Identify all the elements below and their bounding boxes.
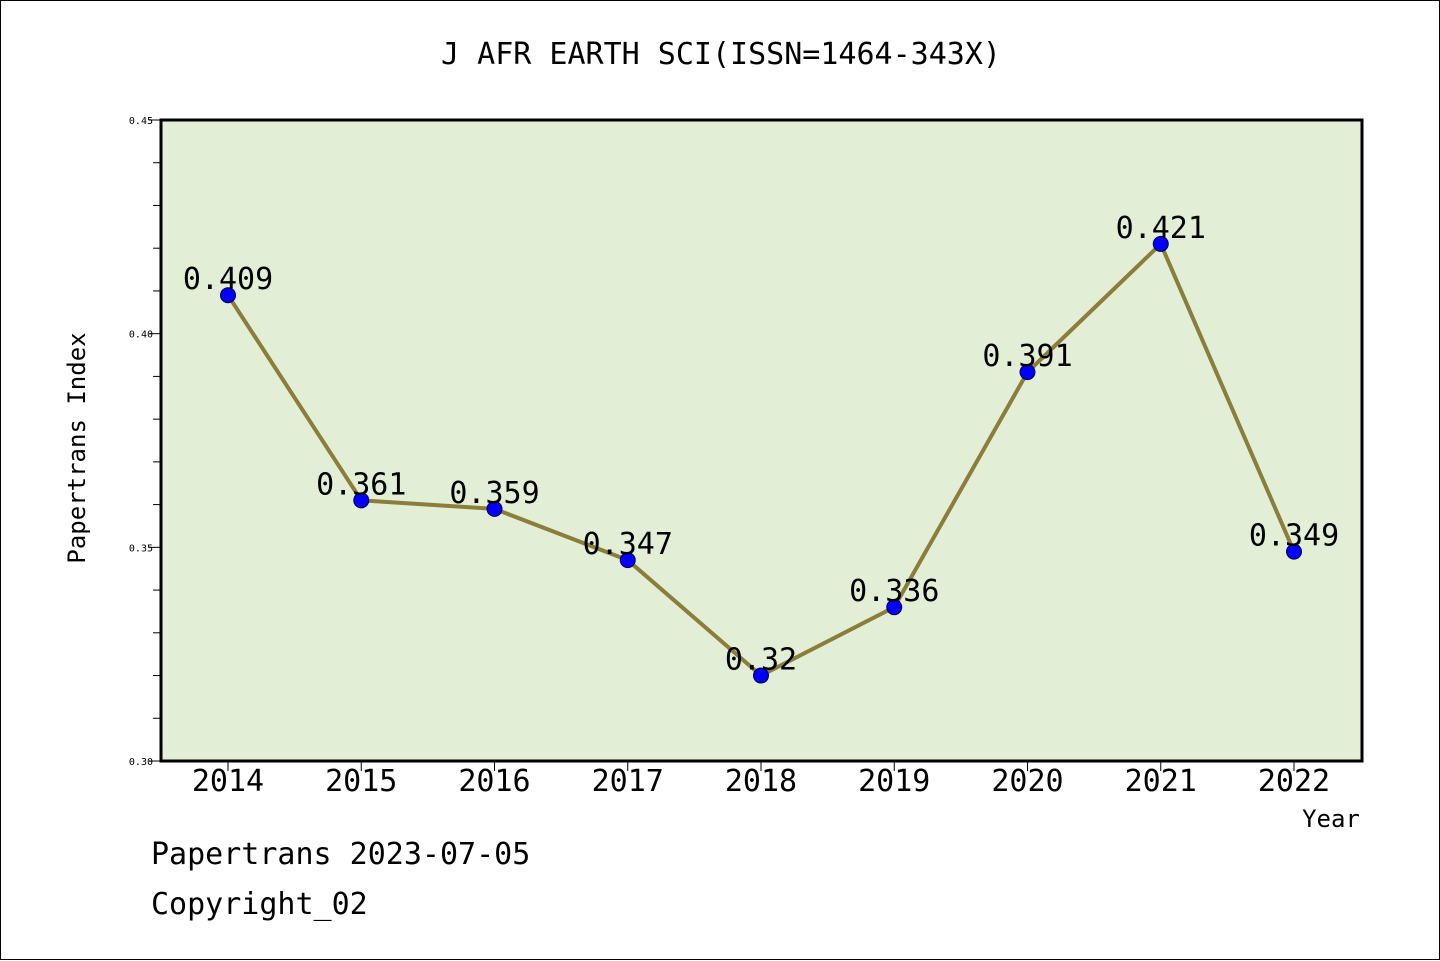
plot-area [159,118,1364,763]
footer-date: Papertrans 2023-07-05 [151,837,531,872]
data-label: 0.409 [183,262,273,297]
y-tick-label: 0.35 [129,543,153,554]
y-tick-label: 0.40 [129,330,153,341]
y-tick-label: 0.45 [129,116,153,127]
x-tick-label: 2015 [325,764,397,799]
data-point [220,287,236,304]
chart-title: J AFR EARTH SCI(ISSN=1464-343X) [441,37,1001,72]
data-label: 0.421 [1116,211,1206,246]
data-point [619,552,636,569]
x-tick-label: 2014 [192,764,264,799]
x-tick-label: 2022 [1258,764,1330,799]
x-tick-label: 2018 [725,764,797,799]
x-tick-label: 2019 [858,764,930,799]
footer-copyright: Copyright_02 [151,887,368,922]
data-label: 0.361 [316,467,406,502]
data-point [486,500,503,517]
y-axis-label: Papertrans Index [63,332,91,563]
x-tick-label: 2017 [592,764,664,799]
data-label: 0.359 [449,476,539,511]
data-point [886,599,903,616]
y-tick-label: 0.30 [129,757,153,768]
data-point [753,667,769,684]
x-tick-label: 2020 [991,764,1063,799]
data-label: 0.347 [583,527,673,562]
data-label: 0.391 [982,339,1072,374]
data-label: 0.32 [725,643,797,678]
data-point [1152,235,1169,252]
data-label: 0.349 [1249,519,1339,554]
x-axis-label: Year [1302,805,1360,833]
x-tick-label: 2016 [458,764,530,799]
data-point [353,492,370,509]
data-label: 0.336 [849,574,939,609]
x-tick-label: 2021 [1125,764,1197,799]
data-point [1286,543,1302,560]
data-point [1019,364,1036,381]
